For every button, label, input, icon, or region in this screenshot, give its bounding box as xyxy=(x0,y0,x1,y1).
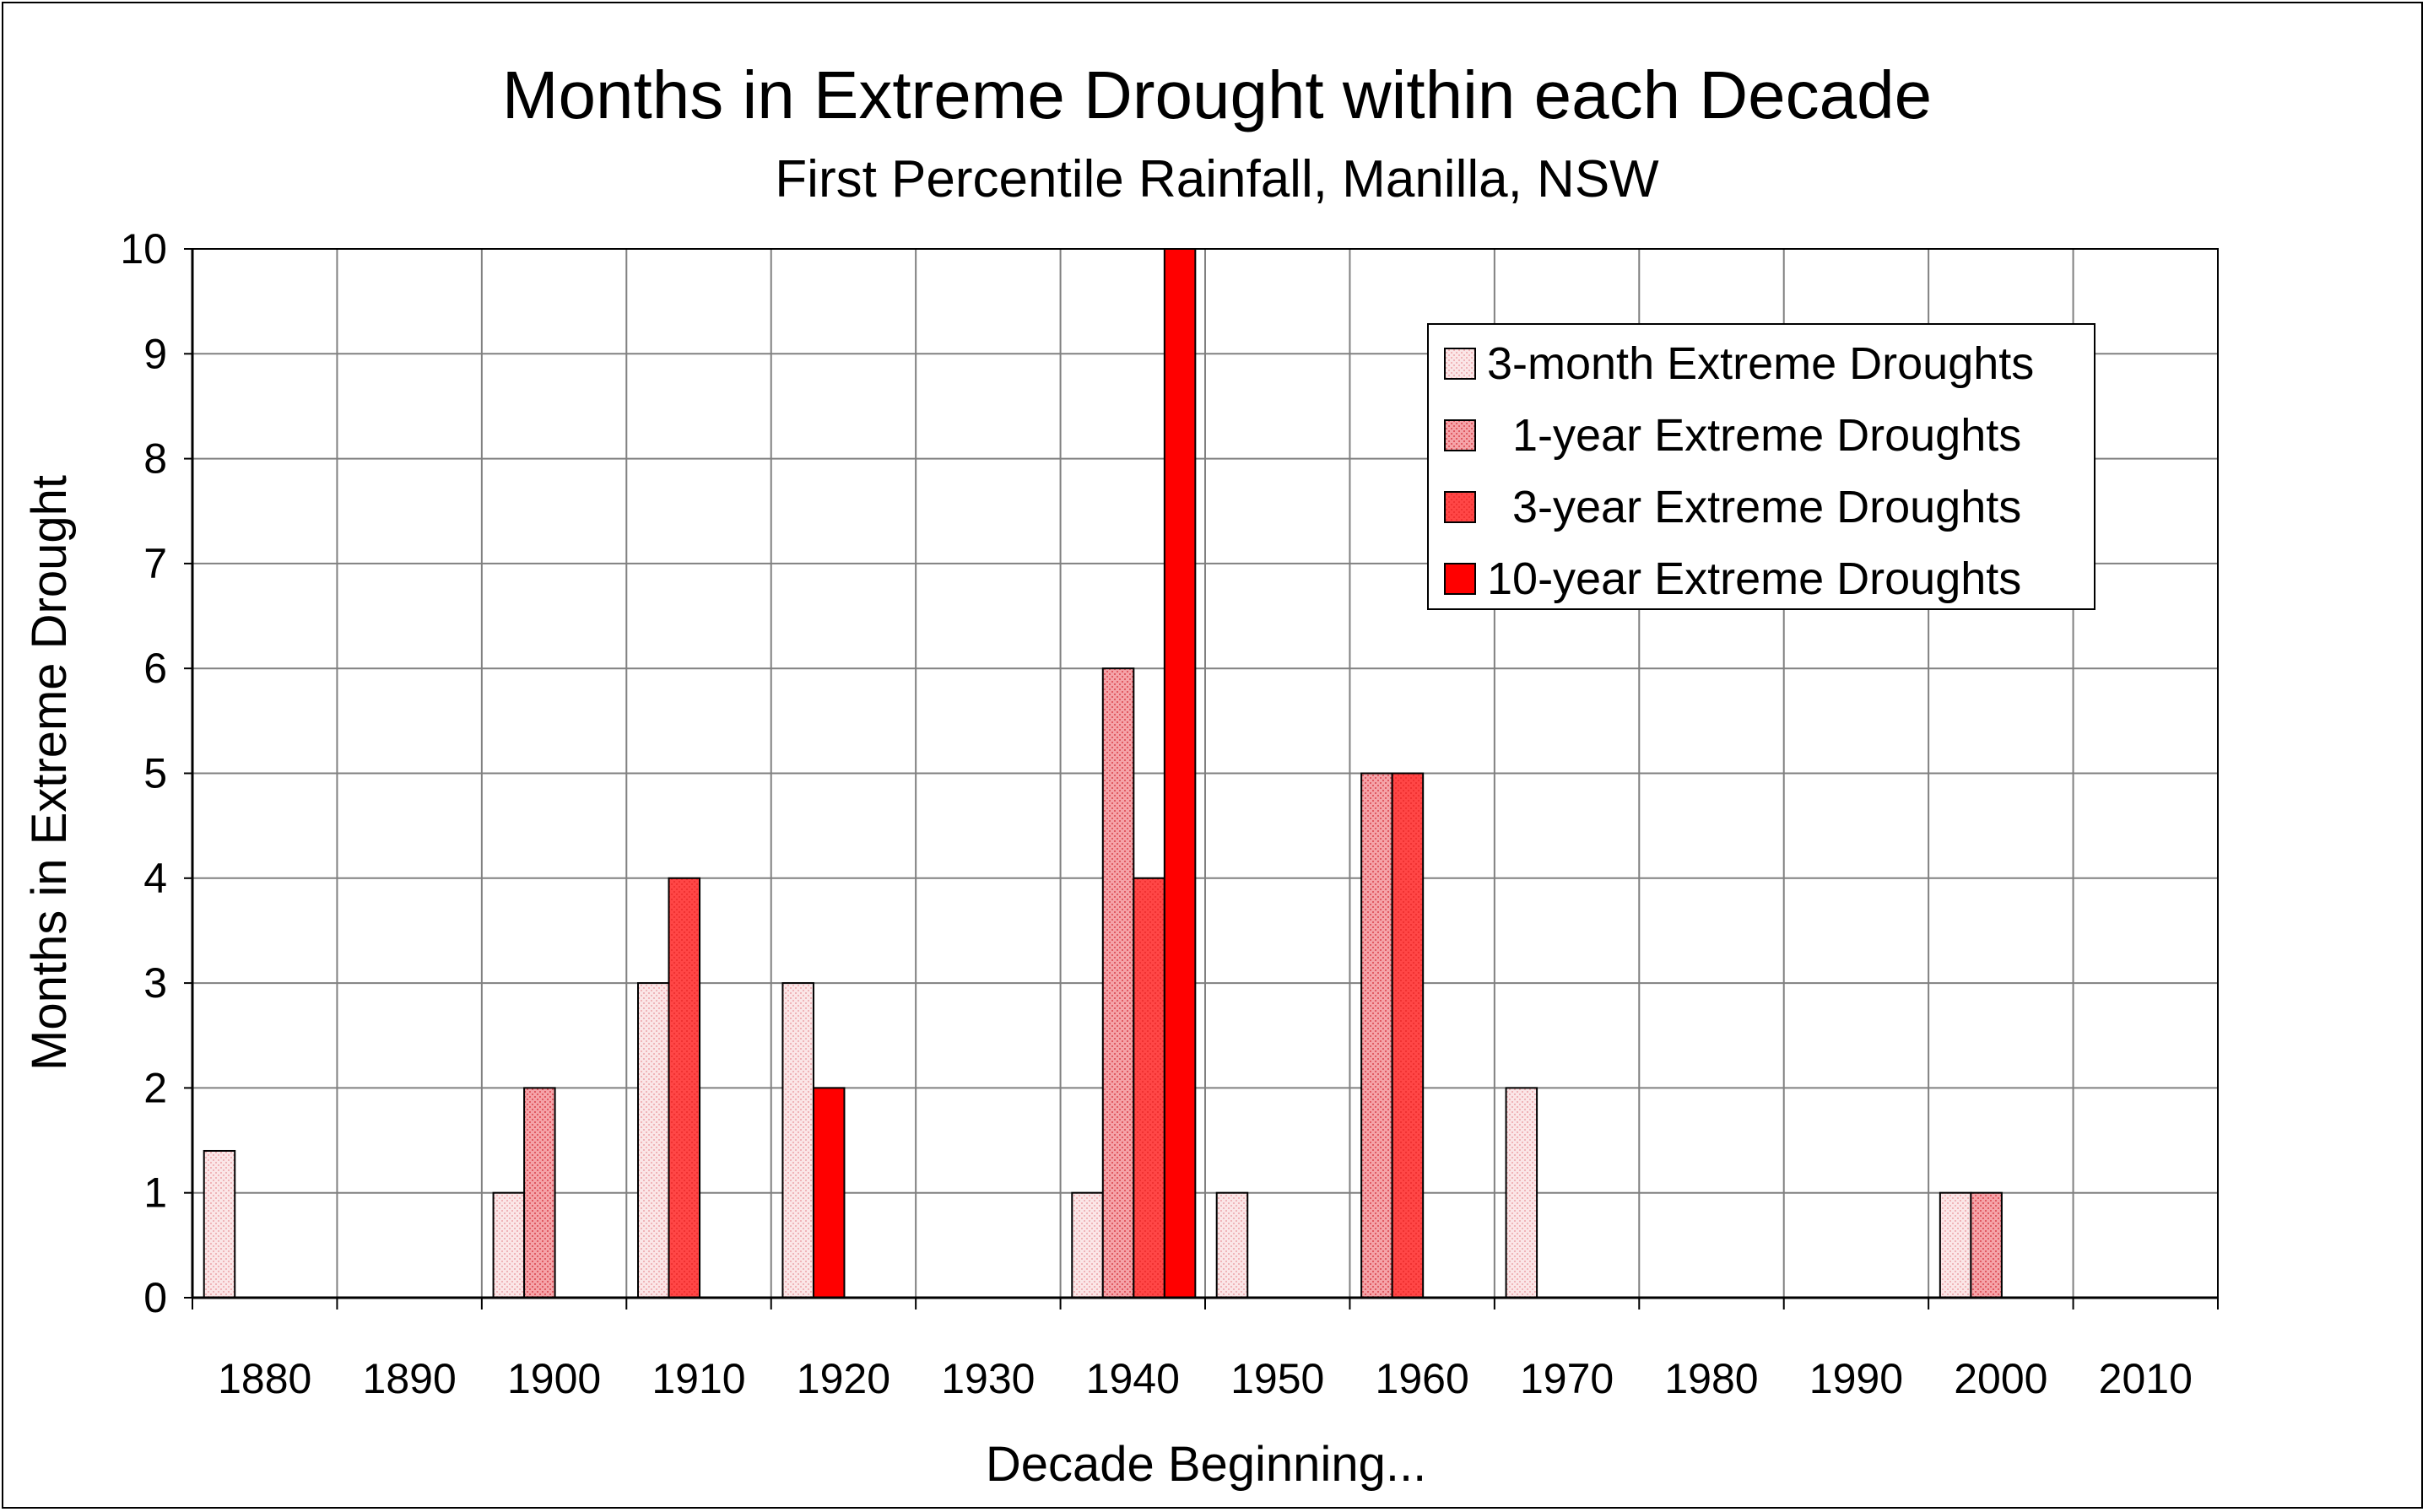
bar-3-month-1970 xyxy=(1505,1087,1538,1299)
x-tick-label: 1980 xyxy=(1664,1355,1758,1402)
bar-3-month-1940 xyxy=(1071,1191,1104,1299)
x-tick-label: 1890 xyxy=(363,1355,457,1402)
chart-subtitle: First Percentile Rainfall, Manilla, NSW xyxy=(775,150,1659,208)
x-tick-label: 1930 xyxy=(941,1355,1035,1402)
x-tick-label: 1900 xyxy=(507,1355,601,1402)
y-tick-label: 5 xyxy=(143,750,167,797)
bars xyxy=(203,248,2003,1299)
y-tick-label: 6 xyxy=(143,645,167,692)
x-tick-labels: 1880 1890 1900 1910 1920 1930 1940 1950 1960 1970… xyxy=(218,1355,2193,1402)
legend-swatch xyxy=(1444,419,1476,451)
legend-swatch xyxy=(1444,348,1476,380)
bar-3-year-1910 xyxy=(668,877,701,1299)
legend-swatch xyxy=(1444,563,1476,595)
bar-10-year-1920 xyxy=(812,1087,846,1299)
bar-1-year-1960 xyxy=(1360,772,1393,1299)
y-tick-label: 3 xyxy=(143,959,167,1007)
y-tick-label: 7 xyxy=(143,540,167,587)
axes xyxy=(184,248,2219,1310)
x-axis-label: Decade Beginning... xyxy=(986,1437,1426,1492)
bar-3-year-1940 xyxy=(1133,877,1165,1299)
y-tick-label: 4 xyxy=(143,855,167,902)
y-tick-label: 0 xyxy=(143,1274,167,1321)
bar-3-month-1950 xyxy=(1215,1191,1249,1299)
bar-3-month-1900 xyxy=(492,1191,526,1299)
y-tick-label: 2 xyxy=(143,1064,167,1111)
x-tick-label: 1970 xyxy=(1520,1355,1614,1402)
bar-3-month-2000 xyxy=(1939,1191,1972,1299)
legend-label: 1-year Extreme Droughts xyxy=(1487,410,2021,461)
y-tick-labels: 0 1 2 3 4 5 6 7 8 9 10 xyxy=(120,225,167,1321)
x-tick-label: 1950 xyxy=(1230,1355,1324,1402)
x-tick-label: 1910 xyxy=(652,1355,745,1402)
x-tick-label: 1920 xyxy=(797,1355,890,1402)
y-tick-label: 1 xyxy=(143,1169,167,1217)
legend: 3-month Extreme Droughts 1-year Extreme … xyxy=(1427,323,2095,610)
x-tick-label: 1940 xyxy=(1086,1355,1180,1402)
y-tick-label: 10 xyxy=(120,225,167,273)
y-tick-label: 8 xyxy=(143,435,167,483)
bar-3-month-1920 xyxy=(781,982,814,1299)
bar-1-year-2000 xyxy=(1970,1191,2003,1299)
legend-box xyxy=(1427,323,2095,610)
bar-3-year-1960 xyxy=(1391,772,1425,1299)
y-axis-label: Months in Extreme Drought xyxy=(22,475,77,1071)
bar-3-month-1910 xyxy=(637,982,670,1299)
x-tick-label: 1880 xyxy=(218,1355,311,1402)
x-tick-label: 2000 xyxy=(1954,1355,2047,1402)
legend-label: 10-year Extreme Droughts xyxy=(1487,554,2021,604)
x-tick-label: 1960 xyxy=(1376,1355,1469,1402)
y-tick-label: 9 xyxy=(143,330,167,377)
bar-1-year-1940 xyxy=(1101,667,1135,1299)
plot-border xyxy=(192,248,2219,1299)
legend-label: 3-month Extreme Droughts xyxy=(1487,338,2034,389)
legend-swatch xyxy=(1444,491,1476,523)
bar-1-year-1900 xyxy=(523,1087,556,1299)
chart-title: Months in Extreme Drought within each De… xyxy=(502,57,1932,132)
bar-10-year-1940 xyxy=(1163,248,1197,1299)
x-tick-label: 2010 xyxy=(2099,1355,2193,1402)
x-tick-label: 1990 xyxy=(1809,1355,1903,1402)
legend-label: 3-year Extreme Droughts xyxy=(1487,482,2021,532)
bar-3-month-1880 xyxy=(203,1149,236,1299)
